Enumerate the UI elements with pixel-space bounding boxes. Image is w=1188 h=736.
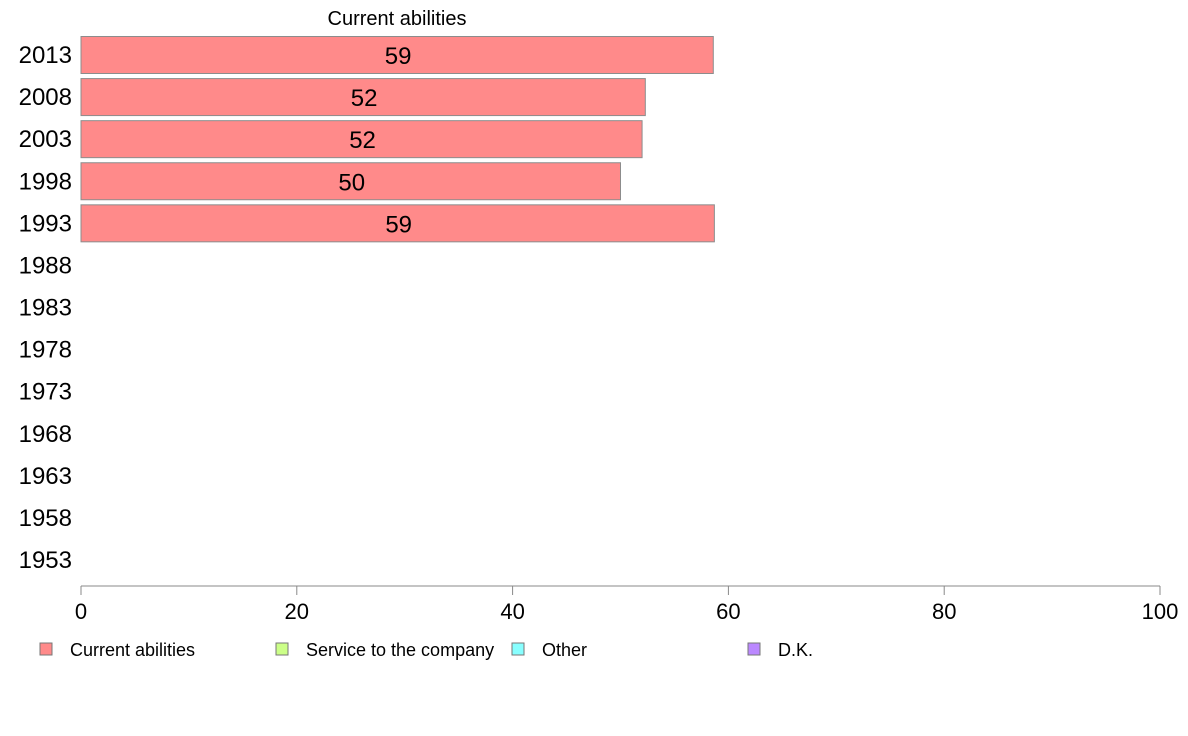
y-tick-label: 1978 bbox=[19, 337, 72, 364]
legend-label: Other bbox=[542, 640, 587, 660]
x-tick-label: 40 bbox=[500, 599, 524, 624]
y-tick-label: 1958 bbox=[19, 505, 72, 532]
y-tick-label: 1953 bbox=[19, 547, 72, 574]
y-tick-label: 1968 bbox=[19, 421, 72, 448]
y-tick-label: 1973 bbox=[19, 379, 72, 406]
x-tick-label: 0 bbox=[75, 599, 87, 624]
y-tick-label: 1983 bbox=[19, 295, 72, 322]
bar bbox=[80, 162, 621, 201]
x-tick-label: 100 bbox=[1142, 599, 1179, 624]
legend-label: D.K. bbox=[778, 640, 813, 660]
bar bbox=[80, 204, 715, 243]
legend-swatch bbox=[275, 642, 289, 656]
bar-value-label: 59 bbox=[385, 211, 412, 238]
y-axis-labels: 2013 2008 2003 1998 1993 1988 1983 1978 1973 1968… bbox=[19, 42, 72, 574]
legend-label: Current abilities bbox=[70, 640, 195, 660]
bar-value-label: 50 bbox=[338, 169, 365, 196]
legend: Current abilities Service to the company O… bbox=[39, 640, 813, 660]
bar bbox=[80, 78, 646, 117]
chart-title: Current abilities bbox=[328, 8, 467, 30]
legend-swatch bbox=[511, 642, 525, 656]
y-tick-label: 1963 bbox=[19, 463, 72, 490]
bar-value-label: 59 bbox=[385, 43, 412, 70]
y-tick-label: 1998 bbox=[19, 168, 72, 195]
bars bbox=[80, 36, 715, 243]
legend-label: Service to the company bbox=[306, 640, 494, 660]
y-tick-label: 2013 bbox=[19, 42, 72, 69]
x-tick-label: 80 bbox=[932, 599, 956, 624]
bar-value-label: 52 bbox=[351, 85, 378, 112]
bar bbox=[80, 120, 643, 159]
legend-swatch bbox=[747, 642, 761, 656]
x-axis: 0 20 40 60 80 100 bbox=[75, 585, 1179, 624]
y-tick-label: 2008 bbox=[19, 84, 72, 111]
bar bbox=[80, 36, 714, 74]
y-tick-label: 1993 bbox=[19, 210, 72, 237]
bar-value-label: 52 bbox=[349, 127, 376, 154]
y-tick-label: 2003 bbox=[19, 126, 72, 153]
y-tick-label: 1988 bbox=[19, 252, 72, 279]
legend-swatch bbox=[39, 642, 53, 656]
x-tick-label: 60 bbox=[716, 599, 740, 624]
bar-value-labels: 59 52 52 50 59 bbox=[338, 43, 412, 238]
x-tick-label: 20 bbox=[285, 599, 309, 624]
